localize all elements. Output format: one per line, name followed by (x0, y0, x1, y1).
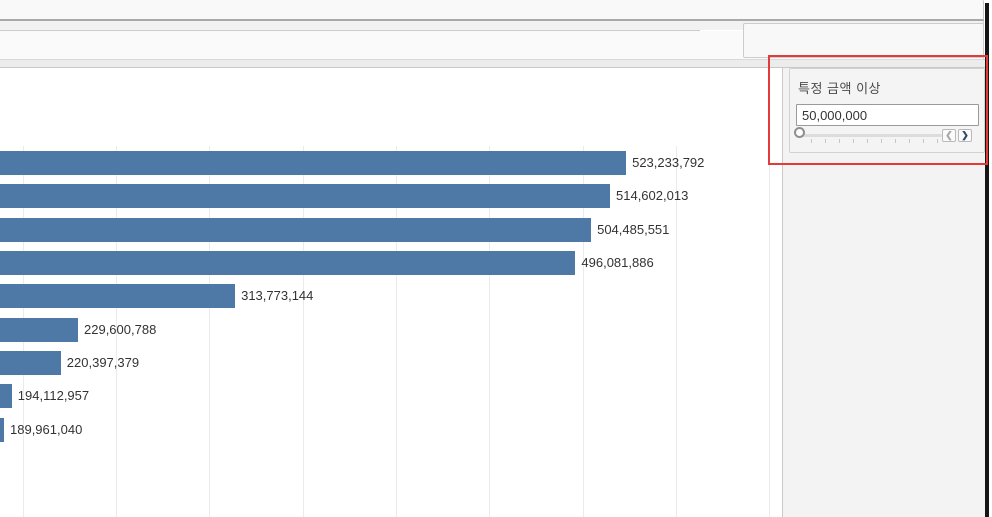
gridline (396, 146, 398, 517)
gridline (582, 146, 584, 517)
header-right-box (743, 23, 984, 58)
gridline (676, 146, 678, 517)
bar[interactable] (0, 251, 576, 275)
bar-value-label: 523,233,792 (632, 155, 705, 170)
slider-tick (867, 139, 868, 143)
bar-value-label: 504,485,551 (597, 221, 670, 237)
parameter-control-card: 특정 금액 이상 ❮ ❯ (789, 68, 985, 153)
parameter-value-input[interactable] (796, 104, 979, 126)
slider-decrease-button[interactable]: ❮ (942, 129, 956, 142)
bar[interactable] (0, 317, 78, 342)
toolbar-strip-top (0, 0, 984, 21)
chart-plot-area: 523,233,792 514,602,013 504,485,551 496,081… (0, 68, 783, 517)
gridline (302, 146, 304, 517)
bar-value-label: 229,600,788 (84, 321, 157, 337)
bar[interactable] (0, 184, 610, 209)
gridline (489, 146, 491, 517)
slider-increase-button[interactable]: ❯ (958, 129, 972, 142)
gridline (209, 146, 211, 517)
parameter-slider-track[interactable] (801, 134, 942, 137)
slider-tick (839, 139, 840, 143)
bar[interactable] (0, 417, 4, 442)
gridline (116, 146, 118, 517)
slider-tick (937, 139, 938, 143)
slider-tick (825, 139, 826, 143)
bar[interactable] (0, 284, 236, 309)
parameter-title: 특정 금액 이상 (798, 81, 881, 96)
slider-tick (909, 139, 910, 143)
bar-value-label: 496,081,886 (581, 255, 654, 270)
bar-value-label: 220,397,379 (66, 355, 140, 370)
slider-tick (923, 139, 924, 143)
toolbar-divider (0, 30, 700, 31)
slider-tick (881, 139, 882, 143)
slider-tick (895, 139, 896, 143)
dashboard-top-divider (0, 59, 985, 68)
bar-value-label: 189,961,040 (10, 421, 83, 437)
parameter-slider-thumb[interactable] (794, 127, 805, 138)
gridline (769, 146, 771, 517)
slider-tick (853, 139, 854, 143)
slider-tick (811, 139, 812, 143)
bar[interactable] (0, 351, 61, 375)
window-edge (985, 3, 989, 517)
bar[interactable] (0, 217, 592, 242)
bar[interactable] (0, 384, 12, 409)
bar-value-label: 313,773,144 (241, 288, 314, 304)
bar-value-label: 514,602,013 (616, 188, 689, 204)
bar[interactable] (0, 151, 627, 175)
bar-value-label: 194,112,957 (17, 388, 90, 404)
